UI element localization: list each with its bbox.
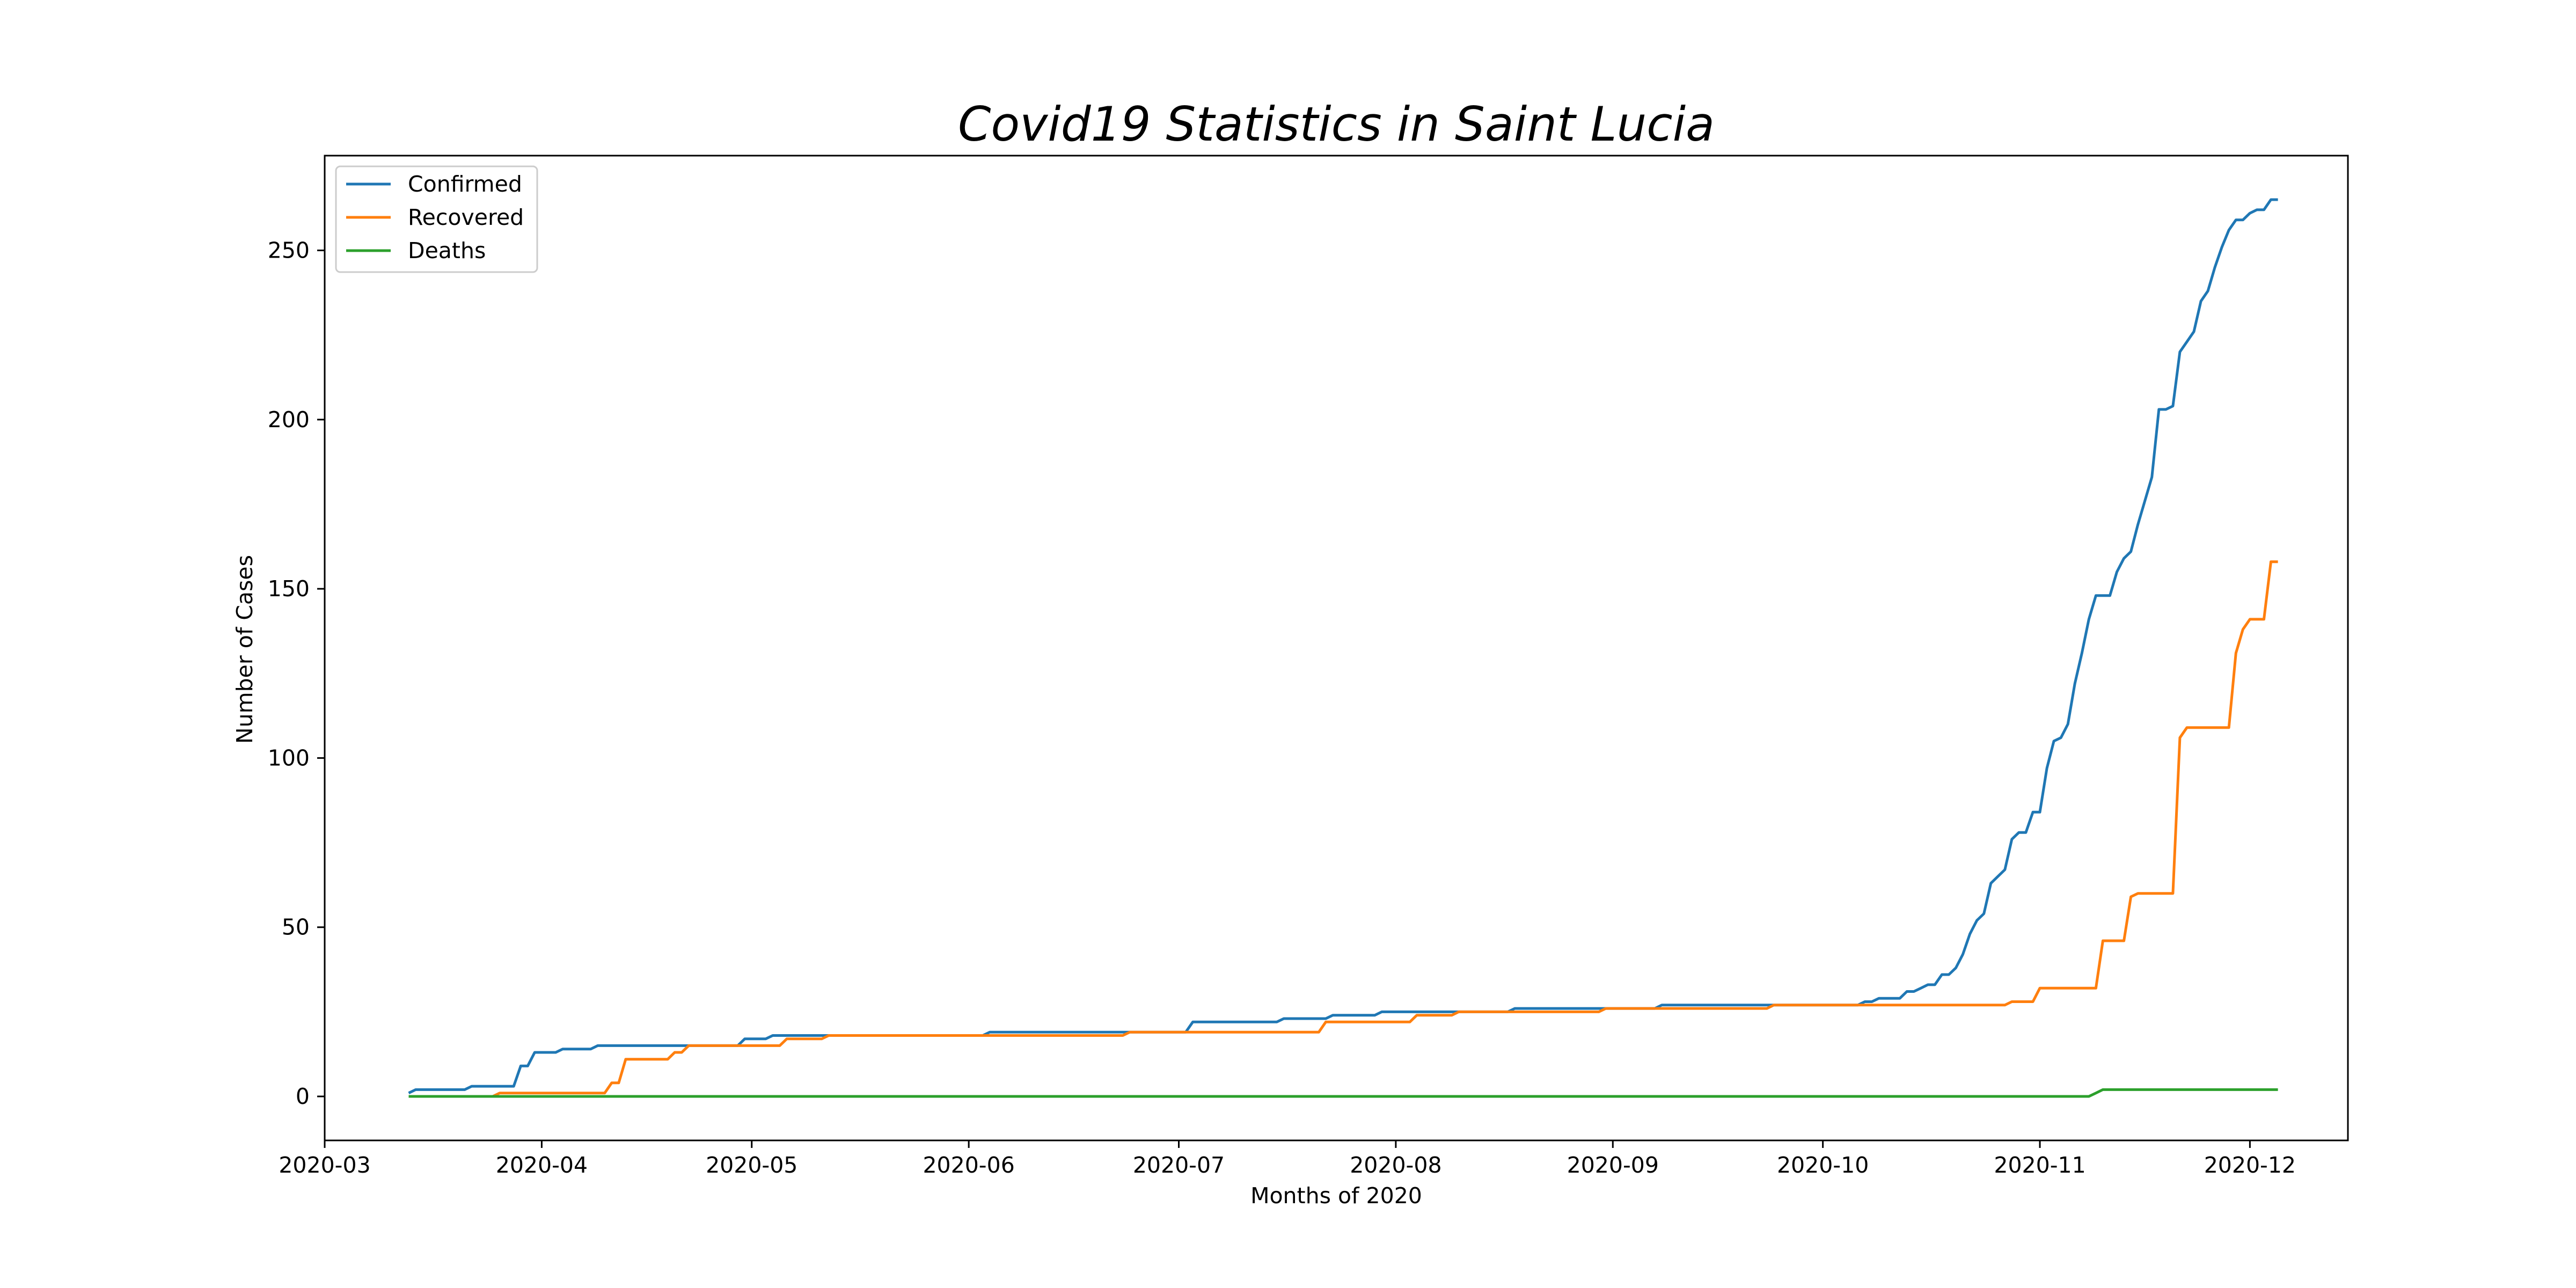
x-tick-label: 2020-12 (2204, 1152, 2296, 1178)
x-tick-label: 2020-07 (1133, 1152, 1225, 1178)
x-axis-label: Months of 2020 (1250, 1183, 1422, 1209)
x-tick-label: 2020-03 (279, 1152, 370, 1178)
y-tick-label: 200 (268, 407, 310, 433)
x-tick-label: 2020-11 (1994, 1152, 2085, 1178)
legend: Confirmed Recovered Deaths (335, 165, 538, 273)
y-axis-label: Number of Cases (232, 555, 258, 744)
plot-area-frame (324, 155, 2349, 1141)
x-tick-label: 2020-08 (1350, 1152, 1441, 1178)
series-line-recovered (408, 560, 2278, 1098)
series-line-deaths (408, 1088, 2278, 1098)
y-tick-label: 250 (268, 238, 310, 264)
series-line-confirmed (408, 198, 2278, 1094)
y-tick-label: 50 (282, 914, 310, 940)
x-tick-label: 2020-10 (1777, 1152, 1869, 1178)
x-tick-label: 2020-04 (496, 1152, 588, 1178)
x-axis: 2020-03 2020-04 2020-05 2020-06 2020-07 2020-… (279, 1140, 2296, 1178)
legend-box (335, 165, 538, 273)
x-tick-label: 2020-05 (706, 1152, 797, 1178)
y-axis: 0 50 100 150 200 250 (268, 238, 325, 1109)
x-tick-label: 2020-09 (1567, 1152, 1659, 1178)
series-lines (408, 198, 2278, 1098)
y-tick-label: 0 (296, 1084, 310, 1109)
y-tick-label: 150 (268, 576, 310, 602)
legend-label-deaths: Deaths (408, 238, 486, 264)
x-tick-label: 2020-06 (923, 1152, 1014, 1178)
legend-label-confirmed: Confirmed (408, 171, 522, 197)
chart-title: Covid19 Statistics in Saint Lucia (958, 97, 1715, 152)
y-tick-label: 100 (268, 745, 310, 771)
legend-label-recovered: Recovered (408, 204, 524, 230)
